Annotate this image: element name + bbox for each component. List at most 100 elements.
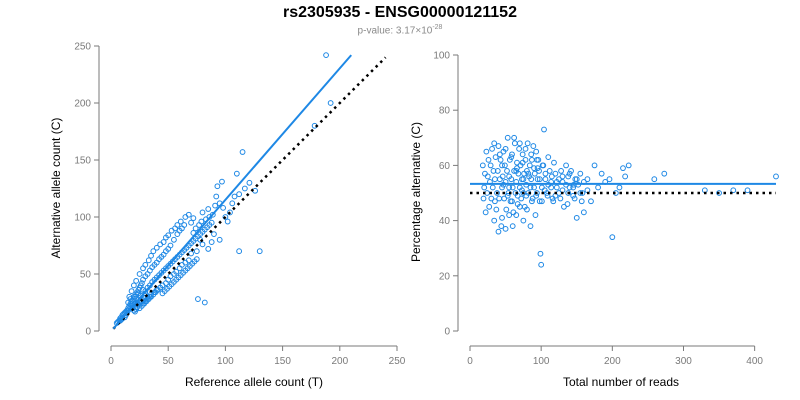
data-point — [514, 159, 520, 166]
y-tick-label: 100 — [74, 213, 91, 224]
data-point — [651, 176, 658, 183]
data-point — [188, 219, 194, 226]
data-point — [140, 276, 146, 283]
data-point — [205, 246, 212, 252]
data-point — [538, 184, 545, 191]
data-point — [552, 170, 559, 177]
data-point — [494, 168, 501, 174]
data-point — [216, 236, 223, 243]
p-value-exponent: -28 — [432, 24, 443, 31]
data-point — [506, 173, 513, 180]
data-point — [508, 154, 515, 161]
data-point — [516, 140, 523, 147]
data-point — [538, 198, 545, 205]
x-tick-label: 200 — [331, 356, 348, 367]
data-point — [492, 176, 498, 183]
data-point — [495, 143, 502, 149]
data-point — [542, 170, 549, 177]
data-point — [504, 192, 511, 199]
data-point — [224, 218, 231, 225]
data-point — [493, 206, 500, 213]
data-point — [520, 217, 527, 224]
data-point — [148, 252, 154, 259]
data-point — [773, 173, 779, 180]
data-point — [231, 193, 238, 200]
data-point — [503, 206, 510, 213]
data-point — [533, 190, 540, 196]
data-point — [499, 162, 505, 169]
data-point — [174, 222, 181, 228]
data-point — [133, 277, 140, 284]
data-point — [534, 165, 541, 172]
data-point — [219, 178, 225, 185]
data-point — [209, 211, 216, 218]
data-point — [536, 168, 542, 174]
x-tick-label: 150 — [274, 356, 291, 367]
data-point — [509, 223, 516, 230]
data-point — [128, 288, 135, 295]
data-point — [525, 170, 532, 177]
data-point — [233, 170, 240, 177]
data-point — [506, 156, 513, 163]
y-tick-label: 0 — [85, 327, 91, 338]
data-point — [539, 162, 546, 169]
data-point — [236, 248, 243, 255]
data-point — [496, 195, 503, 202]
x-tick-label: 100 — [217, 356, 234, 367]
data-point — [577, 170, 584, 177]
data-point — [501, 162, 508, 169]
data-point — [522, 156, 529, 163]
data-point — [516, 145, 523, 152]
x-tick-label: 50 — [163, 356, 175, 367]
data-point — [213, 193, 220, 200]
data-point — [511, 140, 518, 147]
data-point — [561, 203, 567, 210]
data-point — [165, 232, 172, 239]
scatter-plot-right: 0 100 200 300 400 0 20 40 60 80 100 Total number of… — [409, 51, 779, 389]
data-point — [514, 165, 520, 172]
data-point — [492, 154, 499, 161]
data-point — [495, 228, 502, 235]
data-point — [531, 170, 538, 177]
data-point — [157, 284, 164, 291]
data-point — [580, 209, 587, 216]
fit-line — [112, 54, 352, 330]
data-point — [153, 244, 160, 251]
data-point — [499, 173, 506, 180]
data-point — [526, 162, 533, 169]
data-point — [566, 184, 573, 191]
data-point — [534, 176, 541, 183]
data-point — [744, 187, 751, 194]
data-point — [484, 173, 491, 180]
data-point — [595, 184, 601, 191]
data-point — [496, 176, 503, 183]
data-point — [239, 149, 246, 155]
x-tick-label: 250 — [389, 356, 406, 367]
data-point — [208, 219, 215, 226]
y-tick-label: 150 — [74, 156, 91, 167]
data-point — [584, 176, 591, 183]
data-point — [494, 190, 500, 196]
data-point — [526, 173, 532, 180]
data-point — [241, 185, 248, 192]
data-point — [570, 192, 577, 199]
data-point — [521, 170, 527, 177]
data-point — [323, 52, 329, 59]
data-point — [246, 179, 253, 186]
data-point — [136, 271, 143, 277]
data-point — [222, 214, 229, 220]
data-point — [504, 134, 511, 141]
data-point — [531, 184, 537, 191]
data-point — [616, 184, 623, 191]
data-point — [532, 212, 539, 218]
data-point — [537, 250, 544, 257]
data-point — [513, 168, 520, 174]
chart-title: rs2305935 - ENSG00000121152 — [283, 4, 517, 21]
data-point — [492, 198, 498, 205]
chart-subtitle: p-value: 3.17×10-28 — [0, 24, 800, 36]
x-axis-label: Reference allele count (T) — [185, 375, 323, 389]
data-point — [506, 184, 513, 191]
data-point — [598, 170, 605, 177]
data-point — [509, 198, 515, 205]
data-point — [548, 173, 555, 180]
